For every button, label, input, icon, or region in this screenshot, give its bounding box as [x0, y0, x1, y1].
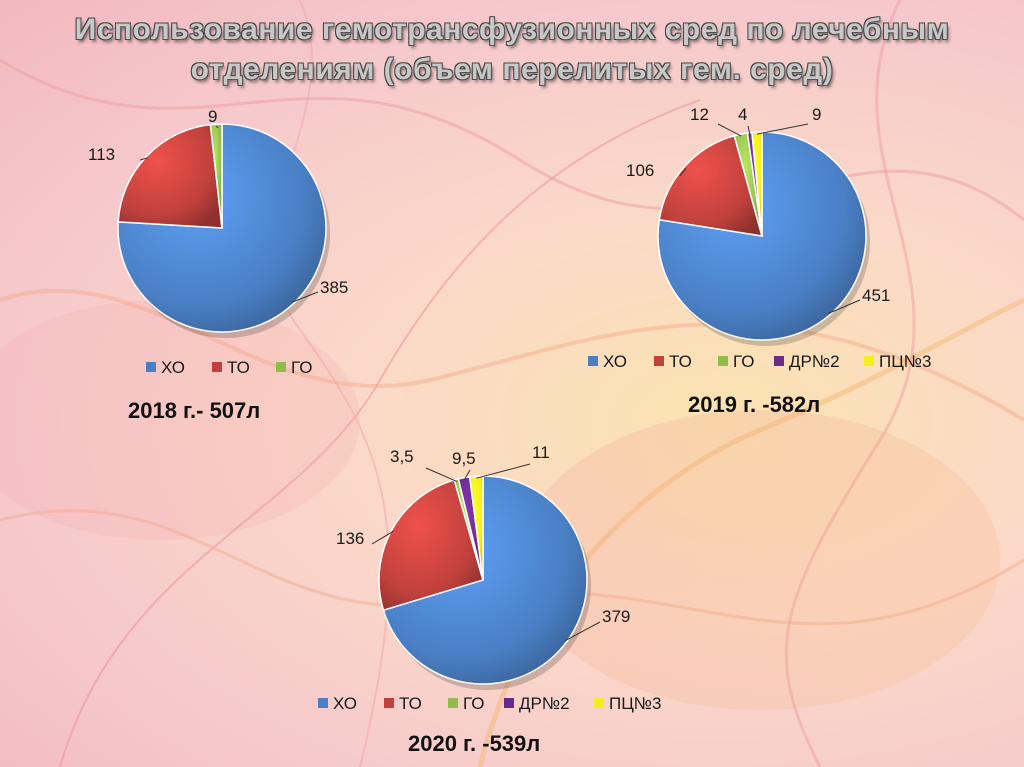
legend-swatch-ГО — [718, 356, 728, 366]
legend-label-ГО: ГО — [291, 358, 312, 377]
legend-label-ГО: ГО — [463, 694, 484, 713]
legend-label-ТО: ТО — [669, 352, 692, 371]
leader-line — [425, 467, 457, 482]
legend-label-ХО: ХО — [333, 694, 357, 713]
data-label-ТО: 113 — [88, 145, 115, 164]
pie-slice-ХО — [657, 131, 867, 341]
chart-caption-2018: 2018 г.- 507л — [128, 398, 261, 423]
data-label-ДР№2: 4 — [738, 105, 747, 124]
data-label-ГО: 3,5 — [390, 447, 414, 466]
legend-label-ТО: ТО — [227, 358, 250, 377]
legend-swatch-ДР№2 — [774, 356, 784, 366]
legend-swatch-ДР№2 — [504, 698, 514, 708]
data-label-ПЦ№3: 11 — [532, 443, 550, 462]
pie-slice-ХО — [382, 475, 588, 685]
data-label-ТО: 136 — [336, 529, 364, 548]
legend-swatch-ТО — [212, 362, 222, 372]
legend-label-ГО: ГО — [733, 352, 754, 371]
chart-caption-2020: 2020 г. -539л — [408, 731, 541, 756]
legend-swatch-ТО — [384, 698, 394, 708]
legend-swatch-ХО — [318, 698, 328, 708]
leader-line — [476, 463, 531, 479]
legend-swatch-ГО — [276, 362, 286, 372]
leader-line — [717, 123, 742, 137]
data-label-ГО: 12 — [690, 105, 709, 124]
legend-swatch-ПЦ№3 — [864, 356, 874, 366]
leader-line — [756, 123, 809, 135]
legend-label-ПЦ№3: ПЦ№3 — [879, 352, 932, 371]
chart-caption-2019: 2019 г. -582л — [688, 392, 821, 417]
legend-swatch-ПЦ№3 — [594, 698, 604, 708]
data-label-ПЦ№3: 9 — [812, 105, 821, 124]
legend-label-ТО: ТО — [399, 694, 422, 713]
leader-line — [747, 125, 751, 135]
pie-slice-ХО — [117, 123, 327, 333]
title-line-1: Использование гемотрансфузионных сред по… — [74, 13, 950, 46]
leader-line — [679, 167, 687, 177]
leader-line — [564, 621, 601, 642]
page-title: Использование гемотрансфузионных сред по… — [0, 10, 1024, 90]
data-label-ТО: 106 — [626, 161, 654, 180]
legend-label-ХО: ХО — [161, 358, 185, 377]
legend-label-ПЦ№3: ПЦ№3 — [609, 694, 662, 713]
legend-swatch-ХО — [588, 356, 598, 366]
pie-slice-ТО — [117, 123, 223, 229]
legend-swatch-ТО — [654, 356, 664, 366]
legend-label-ДР№2: ДР№2 — [519, 694, 570, 713]
legend-label-ДР№2: ДР№2 — [789, 352, 840, 371]
data-label-ХО: 379 — [602, 607, 630, 626]
legend-swatch-ХО — [146, 362, 156, 372]
pie-slice-ГО — [209, 123, 223, 229]
leader-line — [139, 157, 149, 161]
legend-label-ХО: ХО — [603, 352, 627, 371]
data-label-ДР№2: 9,5 — [452, 449, 476, 468]
pie-slice-ПЦ№3 — [751, 131, 763, 237]
pie-slice-ТО — [378, 479, 484, 612]
leader-line — [215, 125, 219, 129]
leader-line — [828, 299, 861, 314]
data-label-ХО: 385 — [320, 278, 348, 297]
leader-line — [463, 469, 471, 480]
pie-slice-ТО — [658, 134, 764, 237]
data-label-ГО: 9 — [208, 107, 217, 126]
legend-swatch-ГО — [448, 698, 458, 708]
leader-line — [291, 291, 319, 303]
title-line-2: отделениям (объем перелитых гем. сред) — [190, 53, 834, 86]
data-label-ХО: 451 — [862, 286, 890, 305]
leader-line — [371, 530, 394, 545]
